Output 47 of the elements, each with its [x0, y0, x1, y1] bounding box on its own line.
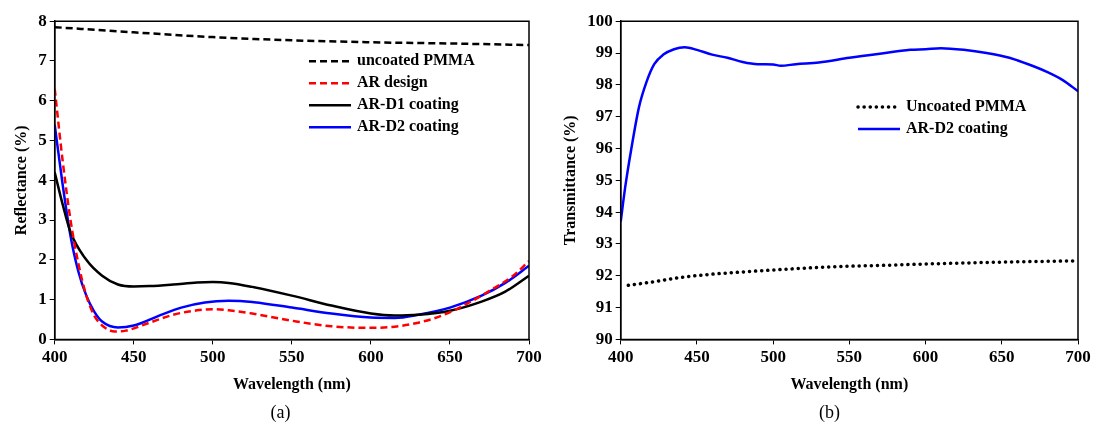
- legend-label: AR design: [357, 73, 428, 92]
- y-tick-label: 100: [587, 10, 613, 30]
- y-axis-title: Transmittance (%): [560, 115, 579, 246]
- y-axis-title: Reflectance (%): [11, 125, 30, 236]
- y-tick-label: 3: [38, 209, 47, 229]
- x-axis-title: Wavelength (nm): [232, 374, 351, 393]
- x-tick-label: 600: [358, 346, 384, 366]
- y-tick-label: 99: [595, 42, 613, 62]
- legend-label: uncoated PMMA: [357, 51, 476, 69]
- y-tick-label: 94: [595, 201, 614, 221]
- y-tick-label: 7: [38, 50, 48, 70]
- x-tick-label: 500: [760, 346, 786, 366]
- text: (a): [269, 402, 292, 423]
- y-tick-label: 0: [38, 328, 47, 348]
- x-tick-label: 650: [437, 346, 463, 366]
- y-tick-label: 97: [595, 106, 614, 126]
- legend-label: Uncoated PMMA: [906, 97, 1027, 115]
- legend-label: AR-D2 coating: [906, 119, 1008, 138]
- x-tick-label: 650: [989, 346, 1015, 366]
- x-tick-label: 550: [836, 346, 863, 366]
- y-tick-label: 93: [595, 233, 613, 253]
- x-tick-label: 700: [516, 346, 542, 366]
- x-tick-label: 550: [279, 346, 305, 366]
- y-tick-label: 1: [38, 289, 47, 309]
- legend-label: AR-D1 coating: [357, 95, 459, 114]
- x-tick-label: 400: [41, 346, 68, 366]
- y-tick-label: 96: [595, 137, 613, 157]
- y-tick-label: 2: [38, 249, 47, 269]
- legend-label: AR-D2 coating: [357, 117, 459, 136]
- y-tick-label: 95: [595, 169, 613, 189]
- x-tick-label: 700: [1065, 346, 1091, 366]
- y-tick-label: 6: [38, 90, 47, 110]
- line-series: [620, 46, 1078, 223]
- y-tick-label: 5: [38, 129, 47, 149]
- x-tick-label: 600: [912, 346, 939, 366]
- y-tick-label: 92: [595, 265, 613, 285]
- y-tick-label: 91: [595, 296, 613, 316]
- x-axis-title: Wavelength (nm): [790, 374, 909, 393]
- x-tick-label: 500: [200, 346, 226, 366]
- x-tick-label: 400: [607, 346, 634, 366]
- y-tick-label: 4: [38, 169, 48, 189]
- text: (b): [818, 402, 841, 423]
- y-tick-label: 98: [595, 74, 613, 94]
- x-tick-label: 450: [121, 346, 147, 366]
- y-tick-label: 8: [38, 10, 47, 30]
- x-tick-label: 450: [684, 346, 710, 366]
- y-tick-label: 90: [595, 328, 613, 348]
